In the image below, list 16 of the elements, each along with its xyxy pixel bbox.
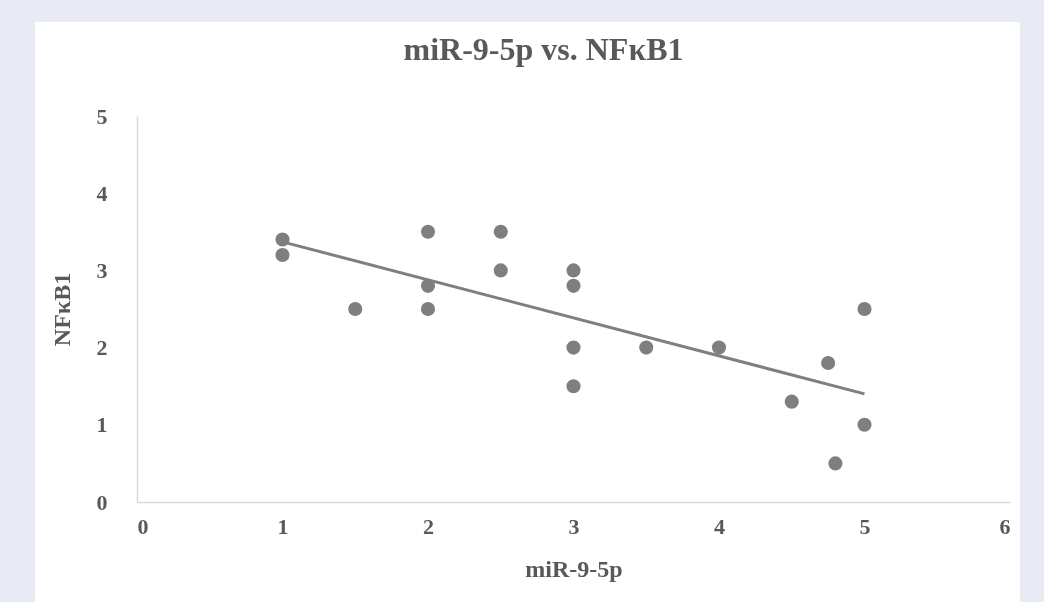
y-tick-label: 2 [96,335,108,361]
x-tick-label: 5 [859,513,871,539]
x-axis-title: miR-9-5p [525,555,623,582]
y-tick-label: 0 [96,489,108,515]
y-tick-label: 1 [96,412,108,438]
x-tick-label: 0 [137,513,149,539]
x-tick-label: 3 [568,513,580,539]
x-tick-label: 2 [423,513,434,539]
y-tick-label: 4 [96,180,108,206]
y-axis-title: NFκB1 [48,272,75,347]
x-tick-label: 4 [714,513,725,539]
x-tick-label: 1 [277,513,289,539]
chart-title: miR-9-5p vs. NFκB1 [403,31,684,67]
y-tick-label: 3 [96,257,108,283]
x-tick-label: 6 [999,513,1011,539]
y-tick-label: 5 [96,103,108,129]
